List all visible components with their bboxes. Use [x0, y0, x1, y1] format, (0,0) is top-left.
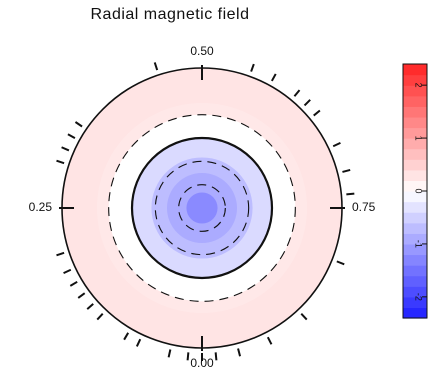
observation-mark — [67, 133, 76, 140]
observation-mark — [303, 99, 311, 107]
colorbar-segment — [403, 243, 427, 256]
observation-mark — [63, 268, 72, 275]
colorbar-segment — [403, 95, 427, 107]
observation-mark — [186, 352, 190, 361]
colorbar-segment — [403, 212, 427, 224]
observation-mark — [74, 121, 83, 128]
phase-label: 0.25 — [29, 200, 53, 214]
field-band-7 — [186, 192, 218, 224]
colorbar-segment — [403, 116, 427, 129]
observation-mark — [313, 109, 321, 117]
observation-mark — [77, 292, 86, 299]
colorbar-segment — [403, 191, 427, 203]
observation-mark — [56, 159, 65, 165]
observation-mark — [300, 313, 308, 321]
observation-mark — [61, 146, 70, 152]
observation-mark — [69, 280, 78, 287]
colorbar-segment — [403, 74, 427, 86]
observation-mark — [293, 89, 301, 97]
observation-phase-marks — [56, 62, 355, 361]
observation-mark — [346, 192, 355, 196]
observation-mark — [86, 303, 94, 310]
phase-axis: 0.00 0.25 0.50 0.75 — [29, 44, 376, 370]
observation-mark — [56, 251, 65, 257]
observation-mark — [96, 313, 104, 321]
colorbar-segment — [403, 233, 427, 245]
colorbar-segment — [403, 138, 427, 150]
observation-mark — [135, 338, 142, 347]
colorbar-segment — [403, 275, 427, 287]
colorbar-segment — [403, 265, 427, 277]
colorbar-tick-label: -1 — [414, 240, 424, 248]
observation-mark — [332, 141, 341, 148]
colorbar-segment — [403, 286, 427, 298]
observation-mark — [266, 336, 273, 345]
latitude-circle-60 — [178, 184, 226, 232]
colorbar-segment — [403, 85, 427, 97]
colorbar-segment — [403, 148, 427, 160]
observation-mark — [167, 349, 172, 358]
latitude-circle--30 — [108, 114, 296, 302]
colorbar-tick-label: -2 — [414, 293, 424, 301]
observation-mark — [336, 260, 345, 266]
colorbar-segment — [403, 64, 427, 76]
equator-circle — [130, 136, 274, 280]
chart-title: Radial magnetic field — [90, 6, 250, 23]
observation-mark — [214, 352, 218, 361]
observation-mark — [153, 62, 159, 71]
observation-mark — [237, 348, 242, 357]
colorbar-segment — [403, 296, 427, 309]
colorbar-segment — [403, 222, 427, 234]
observation-mark — [270, 73, 277, 82]
colorbar: -2 -1 0 1 2 — [402, 63, 428, 319]
phase-label: 0.50 — [190, 44, 214, 58]
phase-label: 0.75 — [352, 200, 376, 214]
colorbar-tick-label: 2 — [414, 83, 424, 88]
colorbar-segment — [403, 106, 427, 118]
phase-label: 0.00 — [190, 356, 214, 370]
latitude-circle-30 — [154, 160, 250, 256]
colorbar-segment — [403, 127, 427, 139]
observation-mark — [123, 332, 130, 341]
observation-mark — [250, 63, 255, 72]
colorbar-tick-label: 0 — [414, 188, 424, 193]
colorbar-segment — [403, 307, 427, 319]
colorbar-segment — [403, 169, 427, 182]
colorbar-segment — [403, 180, 427, 192]
colorbar-segment — [403, 159, 427, 171]
colorbar-segment — [403, 201, 427, 213]
colorbar-tick-label: 1 — [414, 136, 424, 141]
field-map — [62, 68, 342, 348]
colorbar-segment — [403, 254, 427, 266]
observation-mark — [342, 168, 351, 173]
